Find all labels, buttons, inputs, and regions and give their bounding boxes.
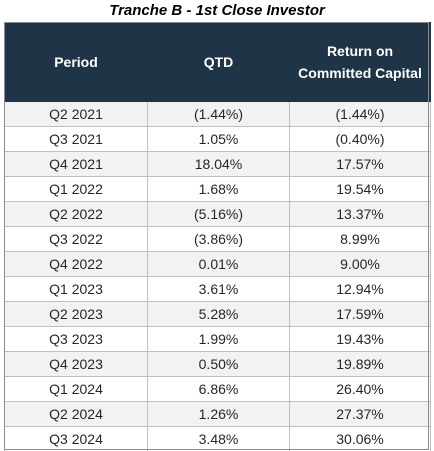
cell-period: Q1 2023 [4,276,148,302]
cell-qtd: (3.86%) [147,226,290,252]
table-body: Q2 2021 (1.44%) (1.44%) Q3 2021 1.05% (0.40%)… [4,101,431,451]
cell-return: 19.54% [289,176,431,202]
header-period: Period [4,22,148,102]
cell-period: Q4 2021 [4,151,148,177]
cell-period: Q1 2022 [4,176,148,202]
cell-period: Q2 2024 [4,401,148,427]
table-header: Period QTD Return on Committed Capital [4,22,431,102]
cell-period: Q1 2024 [4,376,148,402]
cell-qtd: 1.99% [147,326,290,352]
table-row: Q3 2024 3.48% 30.06% [4,426,431,451]
table-row: Q1 2024 6.86% 26.40% [4,376,431,402]
header-row: Period QTD Return on Committed Capital [4,22,431,102]
table-row: Q1 2023 3.61% 12.94% [4,276,431,302]
cell-period: Q2 2021 [4,101,148,127]
header-qtd: QTD [147,22,290,102]
table-row: Q4 2022 0.01% 9.00% [4,251,431,277]
cell-return: 30.06% [289,426,431,451]
table-title: Tranche B - 1st Close Investor [109,2,325,19]
table-row: Q2 2021 (1.44%) (1.44%) [4,101,431,127]
cell-qtd: 3.61% [147,276,290,302]
cell-period: Q3 2023 [4,326,148,352]
table-row: Q3 2023 1.99% 19.43% [4,326,431,352]
cell-qtd: 1.26% [147,401,290,427]
cell-qtd: 3.48% [147,426,290,451]
cell-return: 9.00% [289,251,431,277]
cell-return: 27.37% [289,401,431,427]
cell-period: Q3 2022 [4,226,148,252]
cell-return: 19.43% [289,326,431,352]
returns-table: Period QTD Return on Committed Capital Q… [4,22,431,451]
cell-qtd: (5.16%) [147,201,290,227]
table-row: Q3 2022 (3.86%) 8.99% [4,226,431,252]
cell-qtd: 5.28% [147,301,290,327]
cell-period: Q2 2022 [4,201,148,227]
cell-period: Q4 2022 [4,251,148,277]
cell-return: 8.99% [289,226,431,252]
cell-period: Q2 2023 [4,301,148,327]
cell-return: 26.40% [289,376,431,402]
cell-return: 17.57% [289,151,431,177]
cell-qtd: 0.01% [147,251,290,277]
cell-return: 12.94% [289,276,431,302]
cell-qtd: 0.50% [147,351,290,377]
cell-return: (1.44%) [289,101,431,127]
table-row: Q3 2021 1.05% (0.40%) [4,126,431,152]
header-return-line1: Return on [326,43,394,59]
table-row: Q2 2023 5.28% 17.59% [4,301,431,327]
table-row: Q2 2024 1.26% 27.37% [4,401,431,427]
cell-return: 19.89% [289,351,431,377]
table-row: Q4 2023 0.50% 19.89% [4,351,431,377]
cell-period: Q3 2021 [4,126,148,152]
table-row: Q2 2022 (5.16%) 13.37% [4,201,431,227]
cell-qtd: 18.04% [147,151,290,177]
cell-period: Q3 2024 [4,426,148,451]
cell-period: Q4 2023 [4,351,148,377]
cell-qtd: (1.44%) [147,101,290,127]
cell-qtd: 6.86% [147,376,290,402]
table-row: Q1 2022 1.68% 19.54% [4,176,431,202]
cell-qtd: 1.68% [147,176,290,202]
cell-return: 17.59% [289,301,431,327]
cell-return: (0.40%) [289,126,431,152]
cell-qtd: 1.05% [147,126,290,152]
header-return: Return on Committed Capital [289,22,431,102]
header-return-line2: Committed Capital [298,65,422,81]
table-row: Q4 2021 18.04% 17.57% [4,151,431,177]
cell-return: 13.37% [289,201,431,227]
